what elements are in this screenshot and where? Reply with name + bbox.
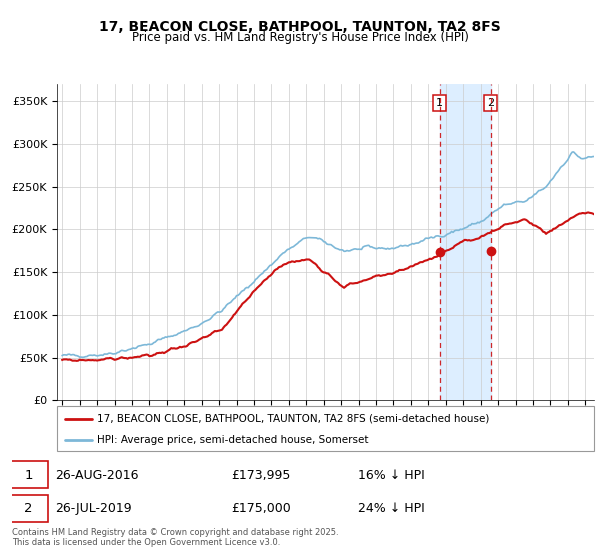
Text: 1: 1: [436, 98, 443, 108]
Text: Contains HM Land Registry data © Crown copyright and database right 2025.
This d: Contains HM Land Registry data © Crown c…: [12, 528, 338, 547]
Text: £173,995: £173,995: [231, 469, 290, 482]
Text: 2: 2: [25, 502, 33, 515]
FancyBboxPatch shape: [9, 461, 48, 488]
Bar: [440, 84, 491, 400]
Text: HPI: Average price, semi-detached house, Somerset: HPI: Average price, semi-detached house,…: [97, 435, 369, 445]
Text: Price paid vs. HM Land Registry's House Price Index (HPI): Price paid vs. HM Land Registry's House …: [131, 31, 469, 44]
Text: 17, BEACON CLOSE, BATHPOOL, TAUNTON, TA2 8FS: 17, BEACON CLOSE, BATHPOOL, TAUNTON, TA2…: [99, 20, 501, 34]
Text: 24% ↓ HPI: 24% ↓ HPI: [358, 502, 424, 515]
Text: £175,000: £175,000: [231, 502, 290, 515]
FancyBboxPatch shape: [9, 494, 48, 521]
Text: 26-AUG-2016: 26-AUG-2016: [55, 469, 139, 482]
Text: 1: 1: [25, 469, 33, 482]
Text: 26-JUL-2019: 26-JUL-2019: [55, 502, 132, 515]
Text: 17, BEACON CLOSE, BATHPOOL, TAUNTON, TA2 8FS (semi-detached house): 17, BEACON CLOSE, BATHPOOL, TAUNTON, TA2…: [97, 413, 490, 423]
Text: 16% ↓ HPI: 16% ↓ HPI: [358, 469, 424, 482]
Text: 2: 2: [487, 98, 494, 108]
